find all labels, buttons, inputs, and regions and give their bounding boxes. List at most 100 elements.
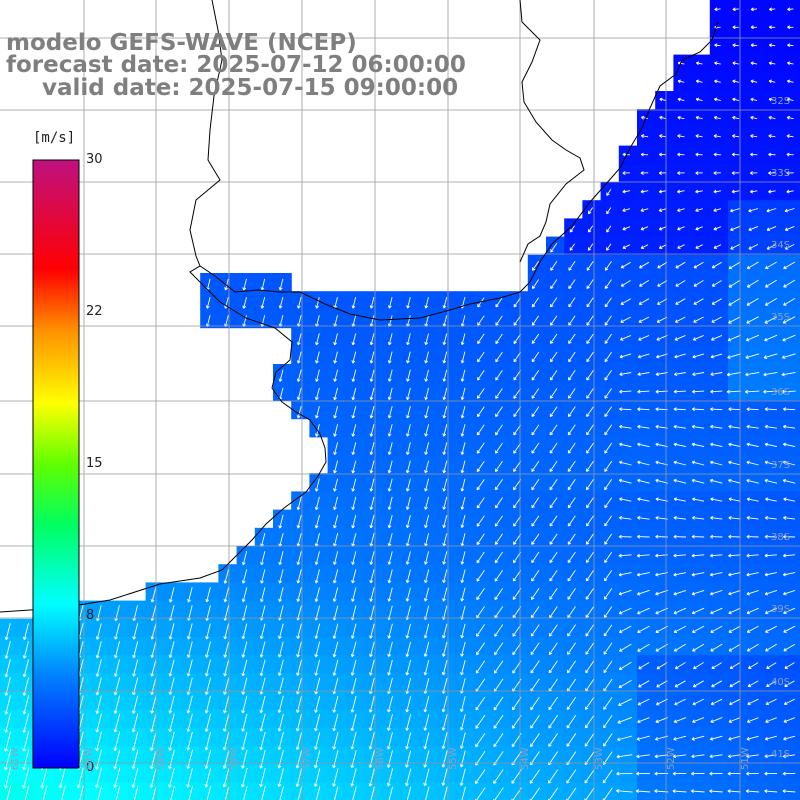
wind-arrow	[604, 297, 612, 308]
wind-arrow	[476, 587, 485, 601]
wind-arrow	[566, 787, 577, 800]
wind-arrow	[640, 226, 649, 231]
wind-arrow	[513, 497, 522, 509]
wind-arrow	[711, 680, 723, 688]
wind-arrow	[746, 771, 759, 776]
wind-arrow	[131, 767, 139, 789]
wind-arrow	[748, 225, 759, 232]
wind-arrow	[529, 787, 540, 800]
wind-arrow	[460, 405, 466, 419]
wind-arrow	[787, 7, 794, 12]
wind-arrow	[441, 714, 448, 731]
wind-arrow	[567, 624, 576, 637]
wind-arrow	[750, 79, 758, 84]
wind-arrow	[314, 405, 320, 419]
wind-arrow	[387, 460, 393, 474]
wind-arrow	[529, 733, 540, 748]
wind-arrow	[278, 278, 284, 291]
wind-speed-cell	[473, 582, 492, 602]
wind-arrow	[205, 641, 211, 658]
wind-arrow	[224, 278, 229, 291]
wind-arrow	[204, 677, 211, 695]
wind-speed-cell	[473, 436, 492, 456]
wind-arrow	[640, 152, 649, 157]
wind-arrow	[673, 478, 687, 484]
wind-arrow	[550, 242, 558, 253]
wind-arrow	[603, 588, 613, 600]
wind-arrow	[746, 424, 759, 429]
wind-arrow	[619, 497, 632, 502]
lat-label: 38S	[771, 532, 791, 543]
wind-arrow	[442, 296, 448, 309]
wind-arrow	[6, 785, 12, 800]
wind-arrow	[477, 370, 485, 381]
wind-arrow	[619, 353, 632, 359]
wind-arrow	[677, 208, 685, 213]
wind-arrow	[387, 442, 393, 455]
wind-arrow	[764, 553, 777, 558]
wind-arrow	[369, 369, 375, 382]
wind-arrow	[423, 750, 430, 768]
wind-arrow	[728, 625, 741, 633]
wind-arrow	[442, 387, 448, 401]
wind-arrow	[241, 659, 248, 677]
wind-arrow	[242, 296, 247, 309]
wind-speed-cell	[527, 673, 547, 693]
wind-arrow	[692, 353, 705, 359]
wind-arrow	[569, 225, 575, 233]
wind-arrow	[387, 369, 393, 382]
wind-arrow	[352, 786, 357, 800]
wind-arrow	[460, 478, 466, 492]
wind-arrow	[568, 388, 576, 399]
wind-arrow	[692, 643, 705, 652]
wind-arrow	[351, 387, 357, 401]
wind-arrow	[494, 642, 504, 656]
wind-arrow	[405, 750, 412, 768]
wind-arrow	[604, 333, 612, 344]
wind-arrow	[314, 623, 321, 639]
wind-arrow	[728, 717, 741, 724]
wind-arrow	[387, 641, 393, 658]
wind-arrow	[168, 641, 175, 659]
wind-arrow	[549, 370, 558, 381]
wind-arrow	[658, 171, 667, 175]
wind-arrow	[768, 152, 776, 157]
wind-arrow	[494, 460, 503, 473]
wind-arrow	[568, 279, 576, 290]
wind-arrow	[714, 43, 721, 48]
wind-arrow	[548, 714, 558, 729]
wind-arrow	[61, 785, 66, 800]
wind-arrow	[586, 388, 594, 399]
wind-arrow	[459, 696, 466, 713]
wind-arrow	[728, 553, 741, 558]
wind-arrow	[567, 642, 576, 655]
wind-arrow	[728, 534, 741, 539]
wind-arrow	[332, 750, 339, 769]
wind-arrow	[222, 749, 230, 769]
wind-arrow	[727, 789, 741, 794]
wind-arrow	[295, 713, 302, 732]
wind-arrow	[766, 225, 777, 232]
wind-arrow	[673, 643, 687, 652]
wind-arrow	[782, 460, 796, 466]
wind-arrow	[691, 460, 705, 466]
forecast-date: forecast date: 2025-07-12 06:00:00	[6, 52, 466, 78]
wind-arrow	[315, 387, 320, 401]
wind-arrow	[764, 407, 777, 412]
wind-arrow	[222, 767, 230, 788]
wind-arrow	[369, 387, 375, 401]
wind-arrow	[530, 588, 540, 600]
wind-arrow	[4, 659, 11, 678]
wind-arrow	[22, 731, 30, 752]
wind-arrow	[567, 460, 576, 472]
wind-arrow	[223, 659, 230, 677]
wind-arrow	[764, 771, 778, 776]
wind-arrow	[709, 478, 723, 484]
wind-arrow	[728, 497, 741, 502]
wind-arrow	[584, 715, 595, 729]
wind-arrow	[636, 754, 650, 759]
wind-arrow	[787, 61, 794, 66]
wind-arrow	[332, 659, 339, 676]
wind-arrow	[783, 625, 796, 633]
wind-arrow	[584, 696, 595, 710]
